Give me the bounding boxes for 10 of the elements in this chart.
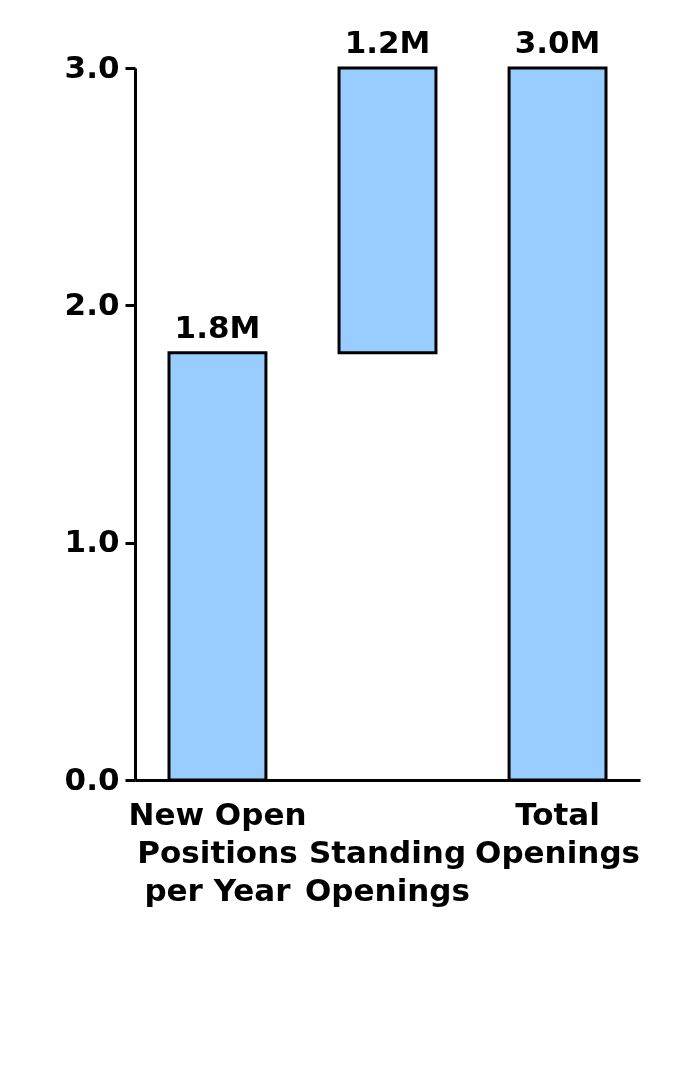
x-tick-label: New Open Positions per Year <box>128 795 307 908</box>
x-tick-label: Standing Openings <box>305 833 470 908</box>
y-tick-label: 2.0 <box>64 285 120 322</box>
y-tick-label: 0.0 <box>64 760 120 797</box>
x-tick-label: Total Openings <box>475 795 641 870</box>
y-tick-label: 1.0 <box>64 523 120 560</box>
data-label: 3.0M <box>514 24 601 60</box>
data-label: 1.8M <box>174 308 261 345</box>
data-label: 1.2M <box>344 24 431 60</box>
y-tick-label: 3.0 <box>64 48 120 85</box>
